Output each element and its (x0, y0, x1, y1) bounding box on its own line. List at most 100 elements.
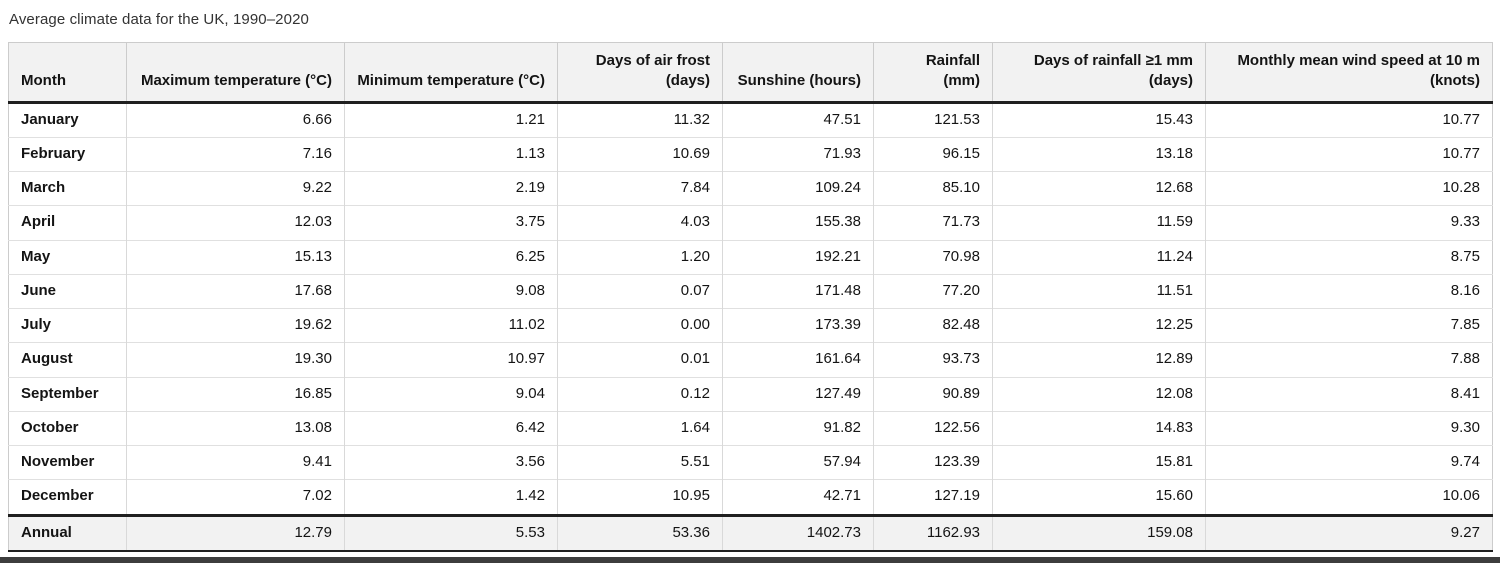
column-header: Minimum temperature (°C) (344, 42, 558, 104)
annual-value: 1402.73 (722, 513, 874, 551)
cell-value: 11.24 (992, 239, 1206, 275)
row-label: April (8, 205, 127, 240)
cell-value: 1.64 (557, 410, 723, 446)
cell-value: 91.82 (722, 410, 874, 446)
cell-value: 12.03 (126, 205, 345, 240)
row-label: February (8, 136, 127, 172)
cell-value: 192.21 (722, 239, 874, 275)
table-row: April 12.03 3.75 4.03 155.38 71.73 11.59 9.33 (8, 205, 1493, 240)
annual-row: Annual 12.79 5.53 53.36 1402.73 1162.93 159.08… (8, 513, 1493, 551)
cell-value: 123.39 (873, 444, 993, 480)
cell-value: 7.02 (126, 479, 345, 515)
column-header: Monthly mean wind speed at 10 m (knots) (1205, 42, 1493, 104)
cell-value: 6.25 (344, 239, 558, 275)
cell-value: 109.24 (722, 170, 874, 206)
annual-value: 1162.93 (873, 513, 993, 551)
cell-value: 85.10 (873, 170, 993, 206)
cell-value: 57.94 (722, 444, 874, 480)
cell-value: 71.93 (722, 136, 874, 172)
cell-value: 6.66 (126, 102, 345, 138)
cell-value: 0.01 (557, 342, 723, 377)
cell-value: 0.00 (557, 307, 723, 343)
table-row: January 6.66 1.21 11.32 47.51 121.53 15.43 10.7… (9, 102, 1493, 138)
cell-value: 7.88 (1205, 342, 1493, 377)
cell-value: 8.75 (1205, 239, 1493, 275)
cell-value: 82.48 (873, 307, 993, 343)
cell-value: 9.33 (1205, 205, 1493, 240)
annual-value: 9.27 (1205, 513, 1493, 551)
cell-value: 1.20 (557, 239, 723, 275)
cell-value: 8.16 (1205, 273, 1493, 309)
table-row: December 7.02 1.42 10.95 42.71 127.19 15.60 10.… (8, 479, 1493, 515)
cell-value: 9.22 (126, 170, 345, 206)
cell-value: 9.04 (344, 376, 558, 412)
cell-value: 155.38 (722, 205, 874, 240)
cell-value: 1.42 (344, 479, 558, 515)
cell-value: 9.08 (344, 273, 558, 309)
table-row: July 19.62 11.02 0.00 173.39 82.48 12.25 7.85 (8, 307, 1493, 343)
row-label: May (8, 239, 127, 275)
cell-value: 15.60 (992, 479, 1206, 515)
row-label: June (8, 273, 127, 309)
cell-value: 47.51 (722, 102, 874, 138)
table-row: February 7.16 1.13 10.69 71.93 96.15 13.18 10.7… (8, 136, 1493, 172)
cell-value: 11.32 (557, 102, 723, 138)
table-row: September 16.85 9.04 0.12 127.49 90.89 12.08 8.… (8, 376, 1493, 412)
column-header: Sunshine (hours) (722, 42, 874, 104)
cell-value: 10.77 (1205, 102, 1493, 138)
annual-value: 159.08 (992, 513, 1206, 551)
cell-value: 15.43 (992, 102, 1206, 138)
cell-value: 93.73 (873, 342, 993, 377)
table-row: August 19.30 10.97 0.01 161.64 93.73 12.89 7.88 (8, 342, 1493, 377)
cell-value: 1.13 (344, 136, 558, 172)
column-header-month: Month (8, 42, 127, 104)
cell-value: 7.16 (126, 136, 345, 172)
row-label: October (8, 410, 127, 446)
cell-value: 90.89 (873, 376, 993, 412)
row-label: November (8, 444, 127, 480)
cell-value: 12.25 (992, 307, 1206, 343)
cell-value: 7.84 (557, 170, 723, 206)
cell-value: 9.41 (126, 444, 345, 480)
annual-value: 12.79 (126, 513, 345, 551)
cell-value: 70.98 (873, 239, 993, 275)
annual-value: 53.36 (557, 513, 723, 551)
cell-value: 3.75 (344, 205, 558, 240)
cell-value: 9.74 (1205, 444, 1493, 480)
cell-value: 127.49 (722, 376, 874, 412)
cell-value: 11.02 (344, 307, 558, 343)
cell-value: 0.12 (557, 376, 723, 412)
cell-value: 15.81 (992, 444, 1206, 480)
cell-value: 2.19 (344, 170, 558, 206)
table-body: January 6.66 1.21 11.32 47.51 121.53 15.43 10.7… (8, 102, 1493, 515)
cell-value: 13.08 (126, 410, 345, 446)
row-label: December (8, 479, 127, 515)
cell-value: 17.68 (126, 273, 345, 309)
column-header: Days of air frost (days) (557, 42, 723, 104)
cell-value: 10.69 (557, 136, 723, 172)
row-label: September (8, 376, 127, 412)
cell-value: 10.28 (1205, 170, 1493, 206)
cell-value: 127.19 (873, 479, 993, 515)
cell-value: 173.39 (722, 307, 874, 343)
row-label: August (8, 342, 127, 377)
cell-value: 161.64 (722, 342, 874, 377)
cell-value: 13.18 (992, 136, 1206, 172)
cell-value: 14.83 (992, 410, 1206, 446)
column-header: Maximum temperature (°C) (126, 42, 345, 104)
cell-value: 9.30 (1205, 410, 1493, 446)
cell-value: 10.06 (1205, 479, 1493, 515)
cell-value: 4.03 (557, 205, 723, 240)
cell-value: 121.53 (873, 102, 993, 138)
cell-value: 11.59 (992, 205, 1206, 240)
cell-value: 10.97 (344, 342, 558, 377)
annual-value: 5.53 (344, 513, 558, 551)
table-row: June 17.68 9.08 0.07 171.48 77.20 11.51 8.16 (8, 273, 1493, 309)
cell-value: 10.77 (1205, 136, 1493, 172)
table-row: May 15.13 6.25 1.20 192.21 70.98 11.24 8.75 (8, 239, 1493, 275)
cell-value: 12.89 (992, 342, 1206, 377)
cell-value: 3.56 (344, 444, 558, 480)
cell-value: 71.73 (873, 205, 993, 240)
cell-value: 1.21 (344, 102, 558, 138)
